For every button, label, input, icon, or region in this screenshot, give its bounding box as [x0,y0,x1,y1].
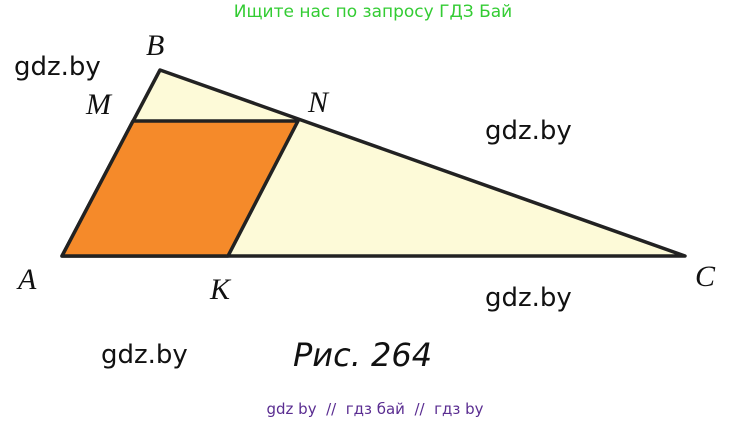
watermark: gdz.by [485,283,572,313]
point-label: A [16,263,37,296]
footer: gdz by // гдз бай // гдз by [266,400,483,418]
point-label: B [146,29,164,62]
watermark: gdz.by [485,116,572,146]
figure-caption: Рис. 264 [293,336,432,374]
point-label: M [85,88,113,121]
parallelogram-amnk [60,119,300,258]
watermark: gdz.by [101,340,188,370]
header-title: Ищите нас по запросу ГДЗ Бай [234,2,512,22]
point-label: C [695,260,716,293]
point-label: N [307,86,330,119]
point-label: K [209,273,232,306]
watermark: gdz.by [14,52,101,82]
